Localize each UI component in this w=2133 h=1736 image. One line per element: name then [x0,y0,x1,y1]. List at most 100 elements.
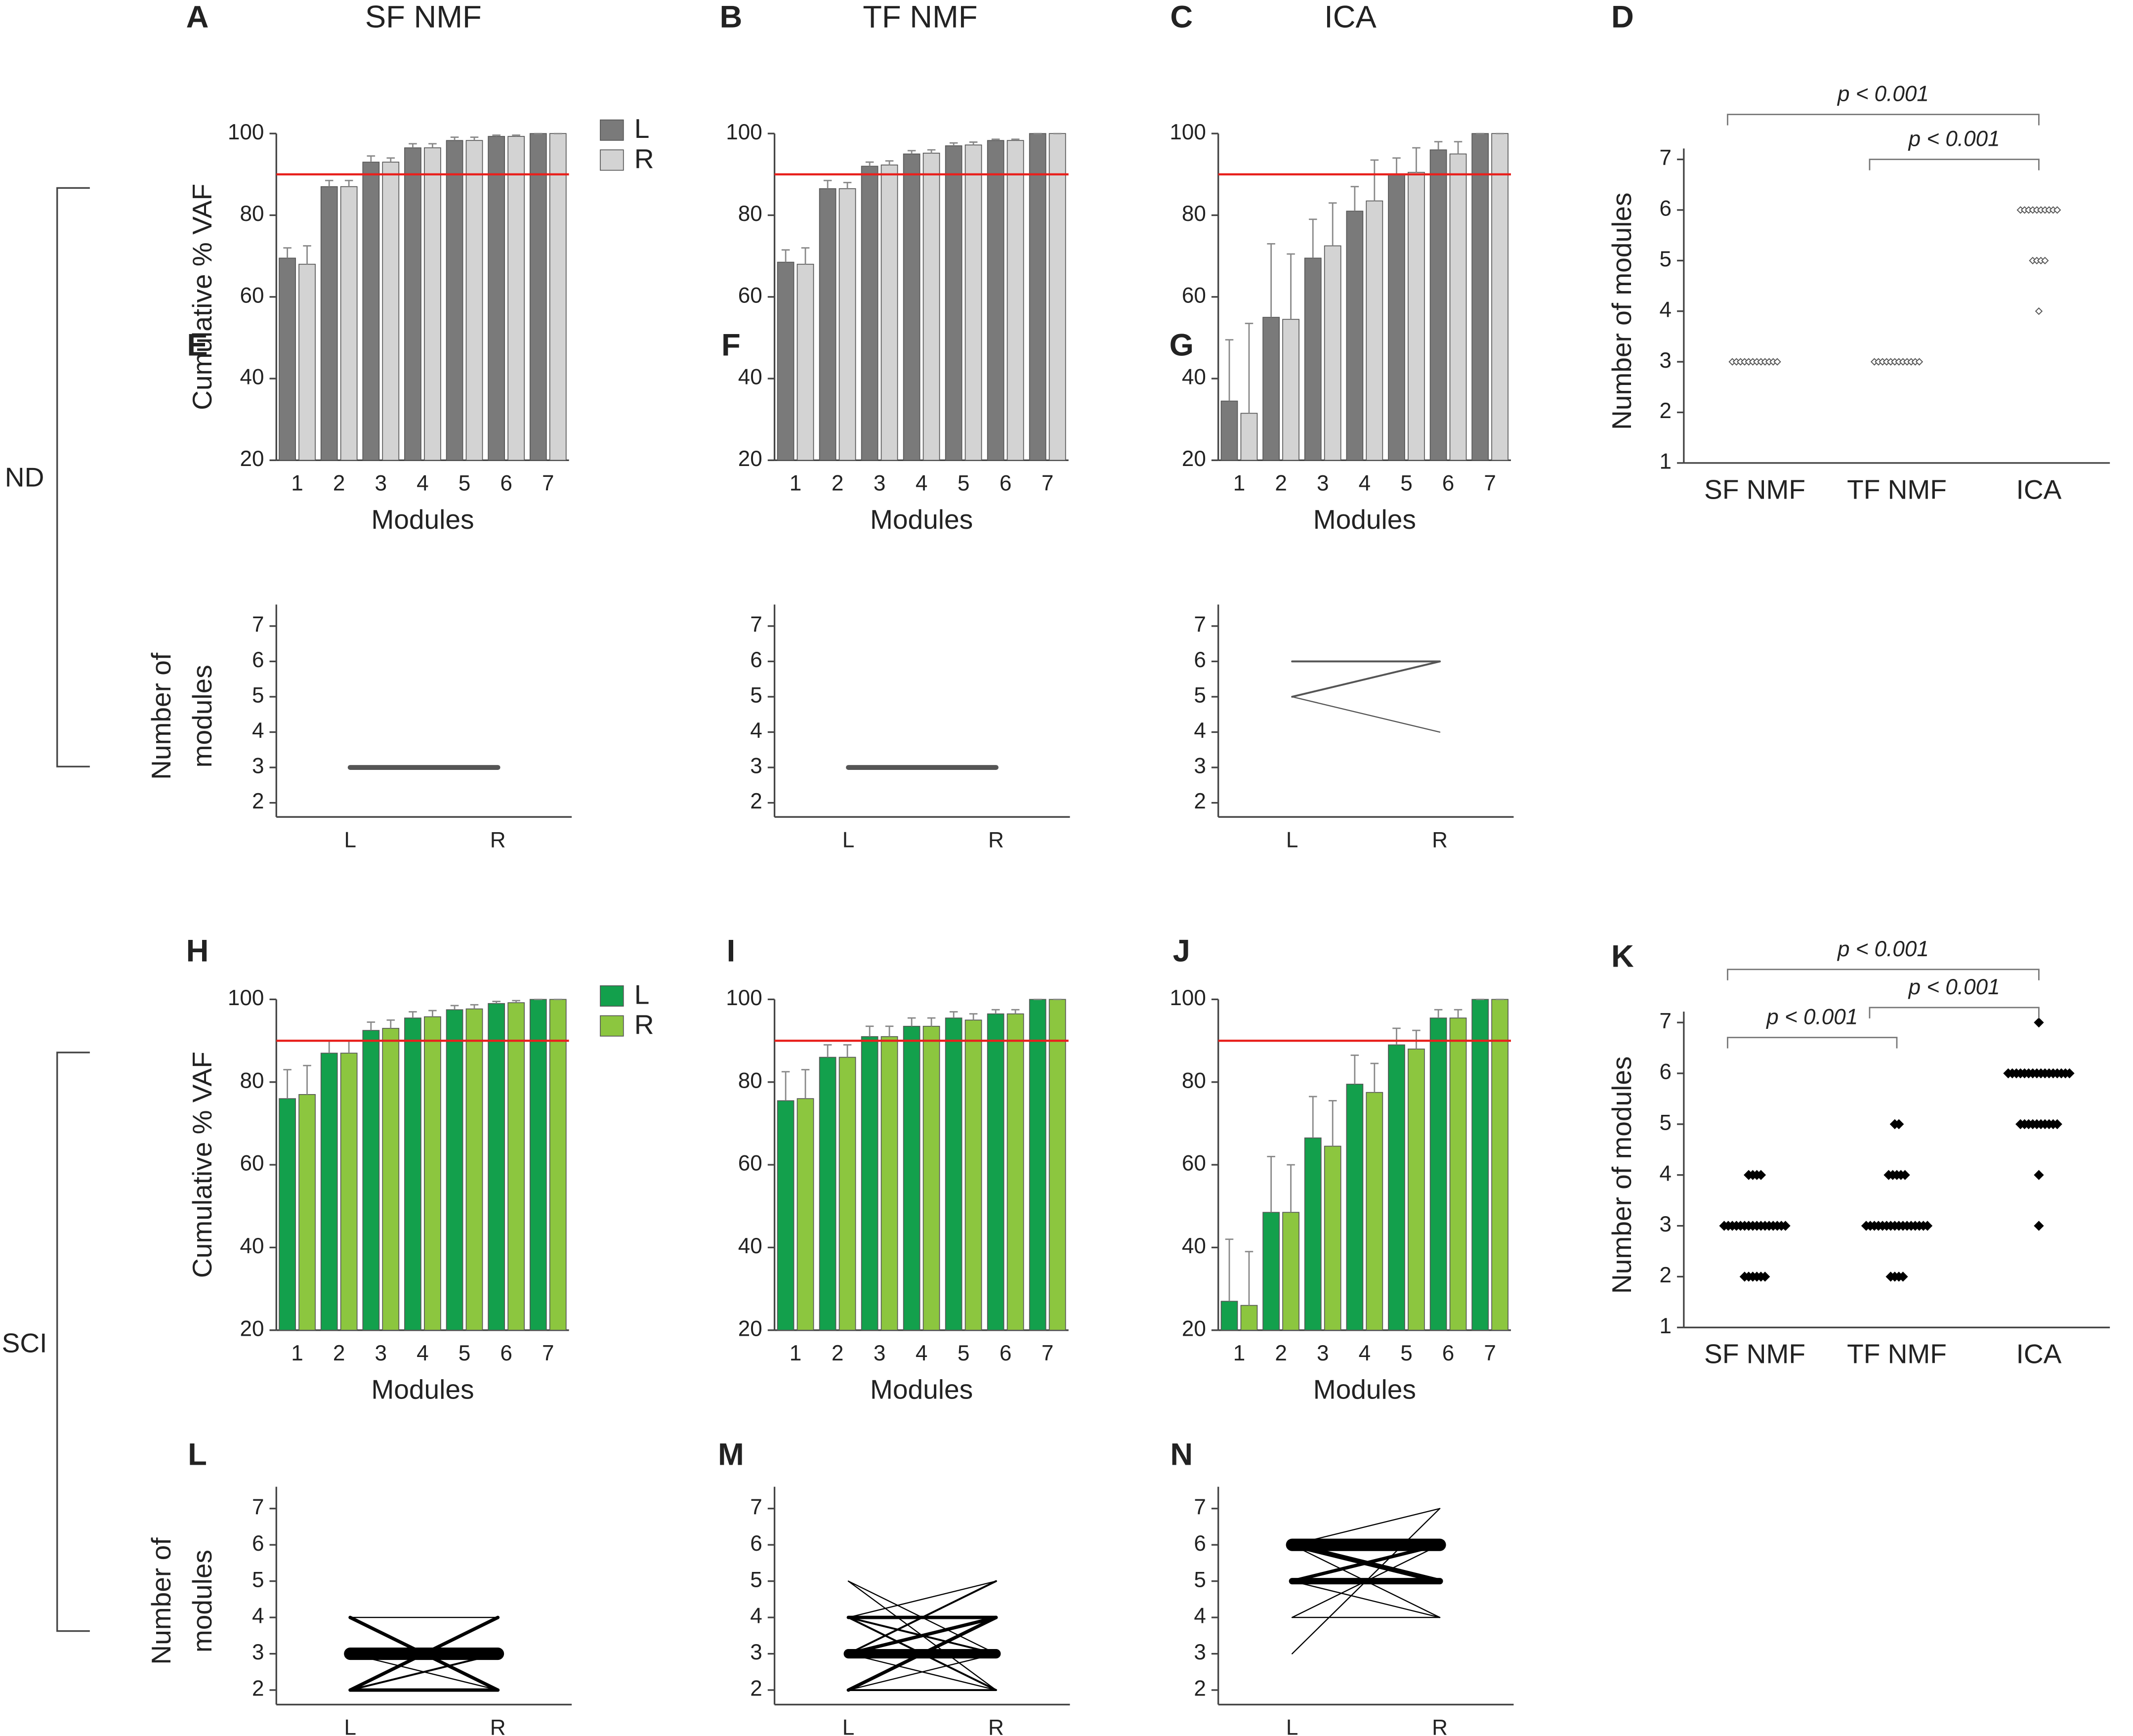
panel-title: SF NMF [365,0,482,35]
x-tick-label: 2 [832,1341,844,1365]
panel-title: TF NMF [863,0,977,35]
error-bar [1350,1054,1359,1084]
panel-letter: M [718,1438,744,1472]
error-bar [367,155,376,163]
bar [1366,1092,1383,1331]
bar [382,162,400,461]
x-tick-label: 7 [542,471,554,496]
error-bar [907,150,916,154]
legend-label: L [634,979,650,1010]
bar [838,1057,856,1331]
y-tick-label: 100 [228,986,264,1010]
bar [819,1057,836,1331]
x-tick-label: L [344,1716,356,1736]
panel-letter: J [1173,933,1190,968]
x-tick-label: R [490,828,506,852]
data-point [1922,1221,1933,1231]
data-point [2035,307,2043,315]
y-tick-label: 40 [1182,365,1206,389]
y-tick-label: 4 [750,1604,762,1628]
bar [362,1030,380,1331]
error-bar [1434,141,1443,150]
error-bar [907,1017,916,1026]
y-axis-label: modules [187,1550,217,1652]
x-tick-label: 4 [916,471,928,496]
y-tick-label: 100 [726,986,762,1010]
significance-bracket [1869,1007,2040,1018]
panel-letter: G [1170,328,1194,362]
bar [549,133,567,461]
error-bar [283,247,292,258]
error-bar [470,136,479,141]
y-tick-label: 4 [252,719,264,743]
bar [1346,211,1364,461]
error-bar [1412,147,1421,172]
x-tick-label: 5 [1400,471,1413,496]
y-axis-label: Cumulative % VAF [187,184,217,410]
y-tick-label: 60 [240,1151,264,1176]
error-bar [1392,157,1401,174]
y-tick-label: 2 [1194,1677,1206,1701]
subject-line [847,1580,997,1691]
y-tick-label: 3 [252,754,264,778]
error-bar [325,179,334,187]
bar [1048,133,1066,461]
x-tick-label: L [842,828,855,852]
error-bar [865,161,874,167]
bar [446,1009,463,1331]
data-point [1915,358,1924,366]
error-bar [823,179,832,189]
x-tick-label: 7 [1484,1341,1496,1365]
error-bar [492,134,501,136]
data-point [2034,1221,2044,1231]
bar [340,1053,358,1331]
error-bar [1350,186,1359,212]
bar [488,136,505,461]
y-tick-label: 60 [1182,1151,1206,1176]
bar [1029,999,1046,1331]
x-tick-label: 2 [832,471,844,496]
error-bar [969,141,978,145]
y-tick-label: 100 [1170,120,1206,144]
y-tick-label: 3 [1660,1212,1672,1236]
bar [777,261,795,461]
bar [903,153,920,461]
bar [1471,999,1489,1331]
bar [549,999,567,1331]
y-tick-label: 80 [1182,202,1206,226]
error-bar [991,1009,1000,1014]
bar [964,1019,982,1331]
bar [945,145,962,461]
subject-line [348,1615,500,1692]
y-tick-label: 6 [750,1531,762,1556]
error-bar [344,179,353,187]
x-tick-label: 6 [1000,471,1012,496]
bar [880,1036,898,1331]
y-tick-label: 40 [738,1234,762,1258]
y-tick-label: 7 [750,1495,762,1519]
y-axis-label: modules [187,665,217,767]
row-label: ND [5,462,44,493]
x-tick-label: TF NMF [1847,474,1947,505]
x-tick-label: 1 [790,1341,802,1365]
x-tick-label: 6 [1442,471,1455,496]
subject-line [1291,696,1441,733]
bar [796,263,814,461]
y-tick-label: 2 [252,1677,264,1701]
subject-line [1291,660,1441,698]
bar [964,144,982,461]
bar [861,166,878,461]
y-tick-label: 80 [738,202,762,226]
x-tick-label: 3 [1317,471,1329,496]
y-tick-label: 100 [228,120,264,144]
bar [488,1003,505,1331]
data-point [1773,358,1781,366]
panel-title: ICA [1324,0,1377,35]
bar [1220,400,1238,461]
bar [1304,1137,1322,1331]
bar [861,1036,878,1331]
bar [507,136,525,461]
error-bar [1308,1096,1317,1138]
x-tick-label: 3 [874,471,886,496]
